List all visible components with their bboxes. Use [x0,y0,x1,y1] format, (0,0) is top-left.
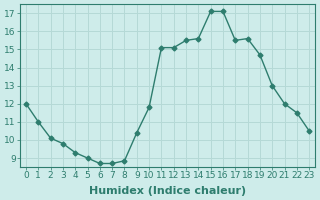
X-axis label: Humidex (Indice chaleur): Humidex (Indice chaleur) [89,186,246,196]
